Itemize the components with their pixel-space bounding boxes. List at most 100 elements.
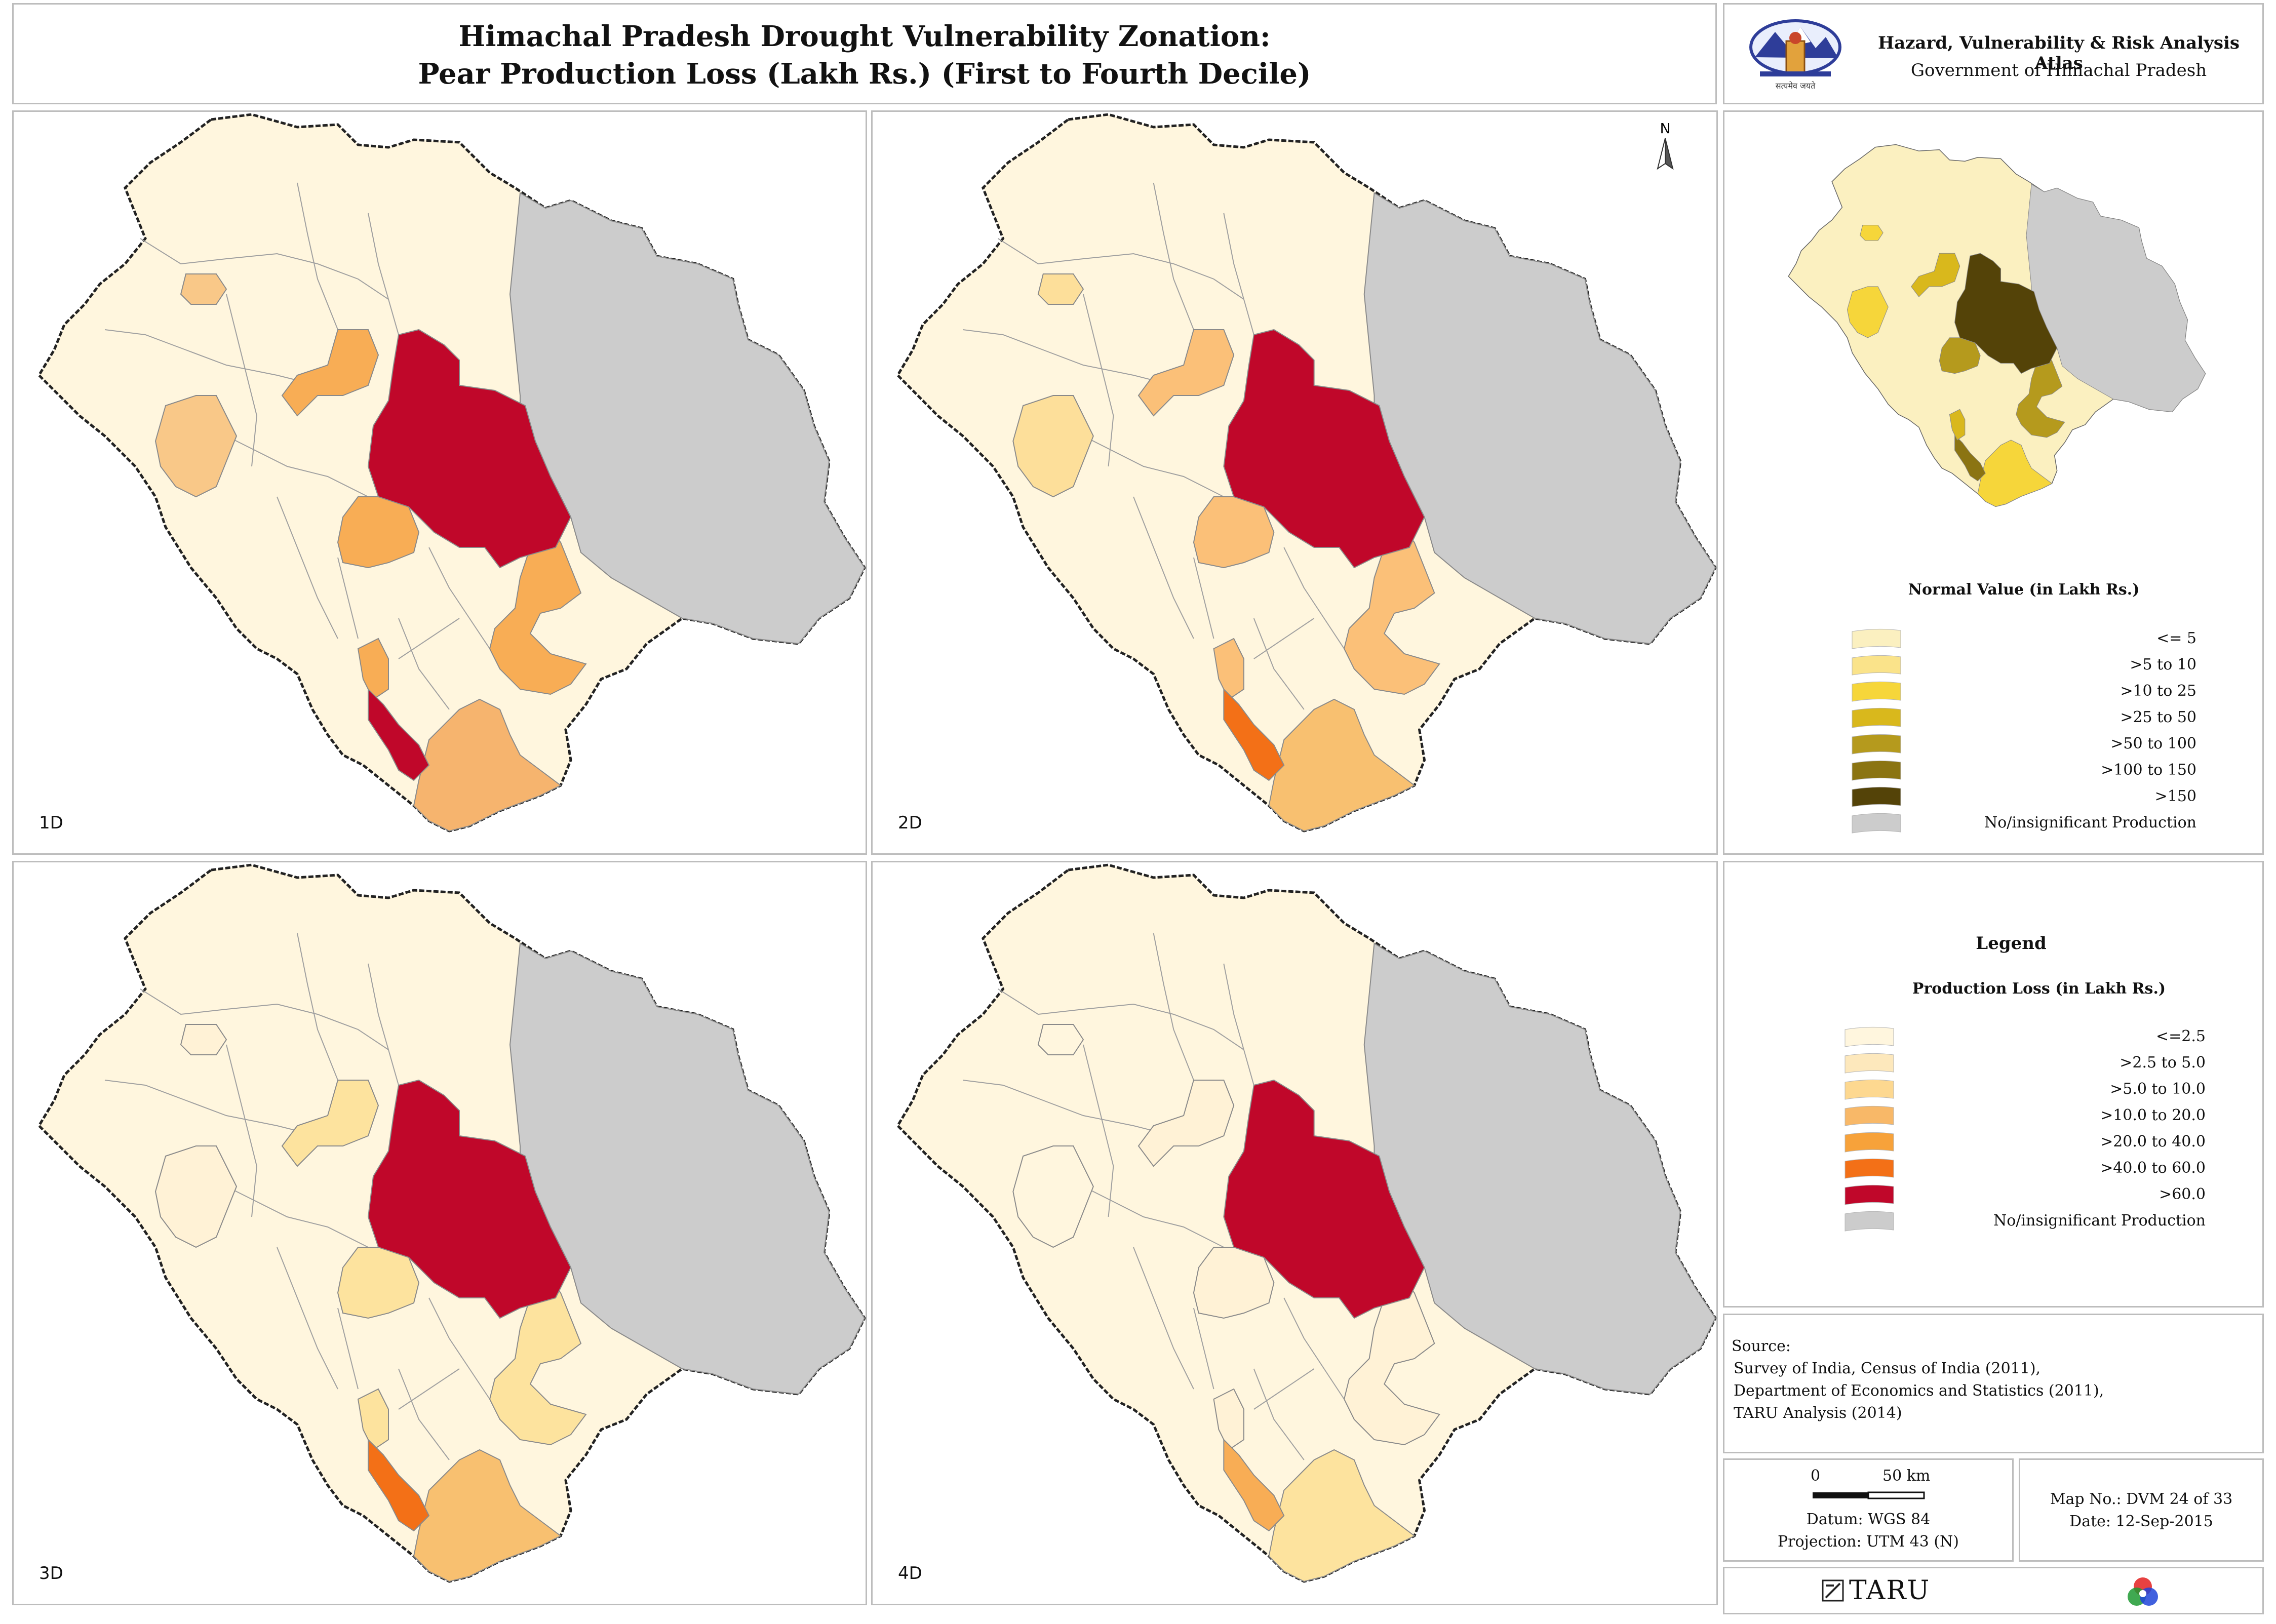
block-boundary <box>140 988 389 1050</box>
normal-legend-item: >10 to 25 <box>1851 680 2206 702</box>
loss-legend-label: >60.0 <box>2159 1185 2206 1203</box>
district-west <box>154 1145 238 1248</box>
map-panel-1d: 1D <box>12 110 867 855</box>
district-northwest <box>281 329 379 417</box>
loss-legend-label: >40.0 to 60.0 <box>2100 1159 2206 1177</box>
normal-legend-swatch <box>1852 786 1901 807</box>
inset-map-group <box>1788 144 2206 507</box>
inset-west <box>1847 286 1889 338</box>
loss-legend-swatch <box>1845 1132 1894 1153</box>
block-boundary <box>998 988 1244 1050</box>
block-boundary <box>1133 1247 1194 1390</box>
block-boundary <box>398 1368 460 1410</box>
district-south <box>1268 698 1416 832</box>
district-strip <box>368 688 430 781</box>
loss-legend-item: >2.5 to 5.0 <box>1844 1052 2206 1074</box>
block-boundary <box>104 1080 318 1136</box>
source-panel: Source: Survey of India, Census of India… <box>1723 1314 2264 1453</box>
loss-legend-swatch <box>1845 1053 1894 1074</box>
district-core <box>367 329 572 569</box>
normal-legend-item: >5 to 10 <box>1851 654 2206 676</box>
normal-legend-swatch <box>1852 707 1901 728</box>
source-heading: Source: <box>1732 1337 1791 1355</box>
district-strip <box>1223 688 1285 781</box>
inset-east <box>2016 347 2065 438</box>
scale-zero: 0 <box>1811 1467 1821 1485</box>
district-southwest <box>357 638 389 700</box>
normal-legend-label: >10 to 25 <box>2120 682 2196 700</box>
district-west <box>154 395 238 498</box>
map-info-panel: Map No.: DVM 24 of 33 Date: 12-Sep-2015 <box>2019 1458 2264 1562</box>
panel-label-3d: 3D <box>39 1563 63 1583</box>
block-boundary <box>1253 618 1305 710</box>
loss-legend-item: <=2.5 <box>1844 1025 2206 1048</box>
loss-legend-swatch <box>1845 1158 1894 1179</box>
normal-legend: <= 5 >5 to 10 >10 to 25 >25 to 50 >50 to 100… <box>1851 627 2206 840</box>
normal-legend-swatch <box>1852 655 1901 676</box>
block-boundary <box>1253 1368 1315 1410</box>
inset-core <box>1954 253 2058 374</box>
district-northwest <box>1137 329 1235 417</box>
svg-text:सत्यमेव जयते: सत्यमेव जयते <box>1776 81 1816 91</box>
block-boundary <box>1133 496 1194 639</box>
block-boundary <box>337 557 359 639</box>
normal-legend-item: <= 5 <box>1851 627 2206 650</box>
loss-legend: <=2.5 >2.5 to 5.0 >5.0 to 10.0 >10.0 to 20.… <box>1844 1025 2206 1238</box>
loss-legend-item: >5.0 to 10.0 <box>1844 1078 2206 1100</box>
district-northwest <box>281 1080 379 1167</box>
district-east <box>1344 1266 1440 1446</box>
inset-southwest <box>1949 409 1966 441</box>
district-strip <box>368 1438 430 1532</box>
normal-legend-label: <= 5 <box>2156 629 2196 647</box>
block-boundary <box>368 963 399 1086</box>
normal-legend-swatch <box>1852 813 1901 834</box>
district-southwest <box>1213 638 1244 700</box>
block-boundary <box>297 182 338 330</box>
loss-legend-item: >60.0 <box>1844 1183 2206 1206</box>
district-west <box>1012 395 1094 498</box>
normal-legend-label: >50 to 100 <box>2110 735 2196 752</box>
normal-legend-item: >100 to 150 <box>1851 759 2206 781</box>
block-boundary <box>277 1247 338 1390</box>
inset-northwest <box>1911 253 1960 297</box>
block-boundary <box>963 329 1174 386</box>
district-southwest <box>357 1388 389 1451</box>
district-east <box>1344 516 1440 695</box>
inset-north <box>1860 225 1883 241</box>
block-boundary <box>337 1308 359 1390</box>
map-title-line2: Pear Production Loss (Lakh Rs.) (First t… <box>418 57 1311 91</box>
inset-south <box>1977 440 2053 507</box>
scale-distance: 50 km <box>1882 1467 1931 1485</box>
loss-legend-item: >10.0 to 20.0 <box>1844 1104 2206 1127</box>
block-boundary <box>428 1297 490 1400</box>
block-boundary <box>1193 1308 1214 1390</box>
source-line-2: Department of Economics and Statistics (… <box>1734 1382 2104 1400</box>
taru-brand: TARU <box>1849 1575 1931 1606</box>
normal-legend-swatch <box>1852 628 1901 649</box>
loss-legend-label: No/insignificant Production <box>1993 1212 2206 1230</box>
block-boundary <box>398 618 450 710</box>
district-north <box>1037 1024 1084 1055</box>
block-boundary <box>1153 182 1194 330</box>
source-line-1: Survey of India, Census of India (2011), <box>1734 1360 2041 1377</box>
district-northwest <box>1137 1080 1235 1167</box>
panel-label-4d: 4D <box>898 1563 922 1583</box>
normal-legend-item: >150 <box>1851 785 2206 808</box>
block-boundary <box>297 933 338 1081</box>
block-boundary <box>368 213 399 335</box>
loss-legend-swatch <box>1845 1184 1894 1205</box>
loss-legend-panel: Legend Production Loss (in Lakh Rs.) <=2… <box>1723 861 2264 1308</box>
map-panel-3d: 3D <box>12 861 867 1605</box>
block-boundary <box>963 1080 1174 1136</box>
normal-legend-label: No/insignificant Production <box>1984 814 2196 831</box>
block-boundary <box>226 294 258 467</box>
loss-legend-swatch <box>1845 1026 1894 1047</box>
block-boundary <box>998 238 1244 300</box>
loss-legend-label: >20.0 to 40.0 <box>2100 1133 2206 1151</box>
loss-legend-label: <=2.5 <box>2156 1027 2206 1045</box>
block-boundary <box>1193 557 1214 639</box>
district-east <box>489 516 587 695</box>
panel-label-2d: 2D <box>898 813 922 833</box>
block-boundary <box>277 496 338 639</box>
map-2d <box>896 113 1716 833</box>
